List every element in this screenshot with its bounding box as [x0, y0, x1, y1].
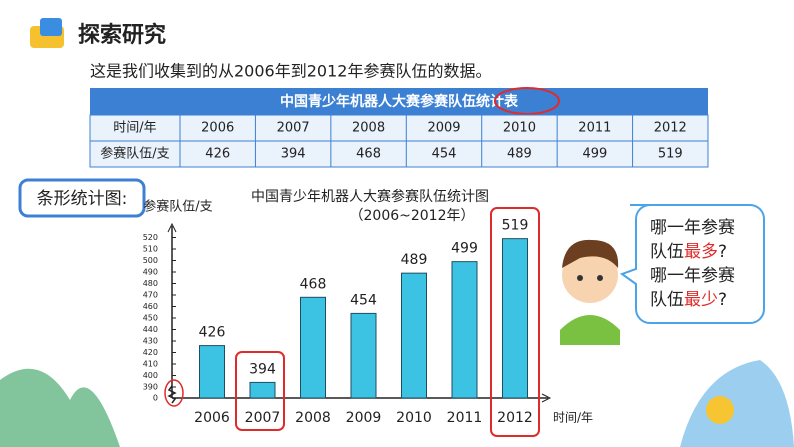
section-label-box [18, 178, 146, 218]
bar [401, 272, 427, 399]
chart-subtitle: （2006~2012年） [350, 208, 475, 224]
decoration [706, 396, 734, 424]
y-tick-label: 490 [143, 268, 158, 277]
bubble-text: 队伍 [650, 242, 684, 262]
table-cell: 2010 [503, 121, 536, 136]
y-tick-label: 440 [143, 325, 158, 334]
header-title: 探索研究 [78, 22, 166, 48]
character-eye [597, 275, 603, 281]
bubble-text: ? [718, 290, 727, 310]
character [560, 239, 620, 345]
table-cell: 426 [205, 147, 230, 162]
highlight-oval [494, 87, 560, 115]
table-row-bg [89, 114, 709, 142]
speech-bubble [619, 204, 765, 324]
y-tick-label: 410 [143, 360, 158, 369]
leaf [680, 360, 794, 447]
table-cell: 2011 [578, 121, 611, 136]
section-label: 条形统计图: [37, 189, 128, 209]
table-cell: 519 [658, 147, 683, 162]
y-tick-label: 430 [143, 337, 158, 346]
bar [451, 261, 478, 399]
y-tick-label: 420 [143, 348, 158, 357]
data-label: 426 [199, 325, 226, 341]
table-title: 中国青少年机器人大赛参赛队伍统计表 [280, 93, 519, 110]
character-hair [562, 239, 619, 268]
table-title-bg [90, 88, 708, 115]
bar [350, 312, 377, 399]
bubble-text: 哪一年参赛 [650, 217, 735, 238]
intro-text: 这是我们收集到的从2006年到2012年参赛队伍的数据。 [90, 62, 491, 81]
y-axis-label: 参赛队伍/支 [143, 199, 212, 215]
y-tick-label: 400 [143, 371, 158, 380]
x-tick-label: 2009 [346, 410, 382, 426]
data-label: 454 [350, 292, 377, 308]
header-icon [40, 18, 62, 36]
table-cell: 468 [356, 147, 381, 162]
y-tick-label: 500 [143, 256, 158, 265]
highlight-box [490, 207, 540, 437]
bar [249, 381, 276, 399]
y-tick-label: 510 [143, 245, 158, 254]
x-tick-label: 2006 [194, 410, 230, 426]
bubble-text: ? [718, 242, 727, 262]
bar [199, 345, 225, 399]
y-tick-label: 0 [153, 394, 158, 403]
data-label: 489 [401, 252, 428, 268]
axis-break [167, 385, 177, 404]
x-tick-label: 2010 [396, 410, 432, 426]
bubble-text: 队伍最多? [650, 242, 727, 262]
bubble-emphasis: 最多 [684, 242, 718, 262]
x-tick-label: 2008 [295, 410, 331, 426]
table-cell: 2009 [427, 121, 460, 136]
table-cell: 499 [582, 147, 607, 162]
bubble-text: 队伍 [650, 290, 684, 310]
chart-title: 中国青少年机器人大赛参赛队伍统计图 [251, 188, 489, 205]
table-row-bg [89, 140, 709, 168]
axis-arrow [541, 393, 552, 403]
table-cell: 2006 [201, 121, 234, 136]
y-tick-label: 470 [143, 291, 158, 300]
character-eye [577, 275, 583, 281]
data-label: 468 [300, 276, 327, 292]
bubble-text: 队伍最少? [650, 290, 727, 310]
table-cell: 2007 [277, 121, 310, 136]
bubble-text: 哪一年参赛 [650, 265, 735, 286]
data-label: 519 [502, 218, 529, 234]
bar [502, 238, 528, 399]
y-tick-label: 480 [143, 279, 158, 288]
data-table: 中国青少年机器人大赛参赛队伍统计表 时间/年 2006 2007 2008 2009 20… [89, 87, 709, 168]
axis-arrow [167, 222, 177, 233]
table-cell: 454 [432, 147, 457, 162]
table-cell: 2012 [654, 121, 687, 136]
y-tick-label: 390 [143, 383, 158, 392]
character-face [562, 247, 618, 303]
table-cell: 参赛队伍/支 [100, 146, 169, 162]
x-tick-label: 2011 [447, 410, 483, 426]
x-tick-label: 2012 [497, 410, 533, 426]
x-tick-label: 2007 [245, 410, 281, 426]
y-tick-label: 450 [143, 314, 158, 323]
chart: 参赛队伍/支 中国青少年机器人大赛参赛队伍统计图 （2006~2012年） 时间… [143, 188, 593, 426]
data-label: 499 [451, 241, 478, 257]
leaf [0, 368, 120, 447]
y-tick-label: 460 [143, 302, 158, 311]
y-tick-label: 520 [143, 233, 158, 242]
highlight-box [235, 351, 285, 431]
table-cell: 489 [507, 147, 532, 162]
table-cell: 时间/年 [113, 121, 156, 136]
table-cell: 2008 [352, 121, 385, 136]
axis-break-mark [164, 379, 184, 407]
character-body [560, 315, 620, 345]
x-axis-label: 时间/年 [553, 411, 593, 425]
bubble-emphasis: 最少 [684, 290, 718, 310]
bar [300, 296, 326, 399]
data-label: 394 [249, 361, 276, 377]
table-cell: 394 [281, 147, 306, 162]
